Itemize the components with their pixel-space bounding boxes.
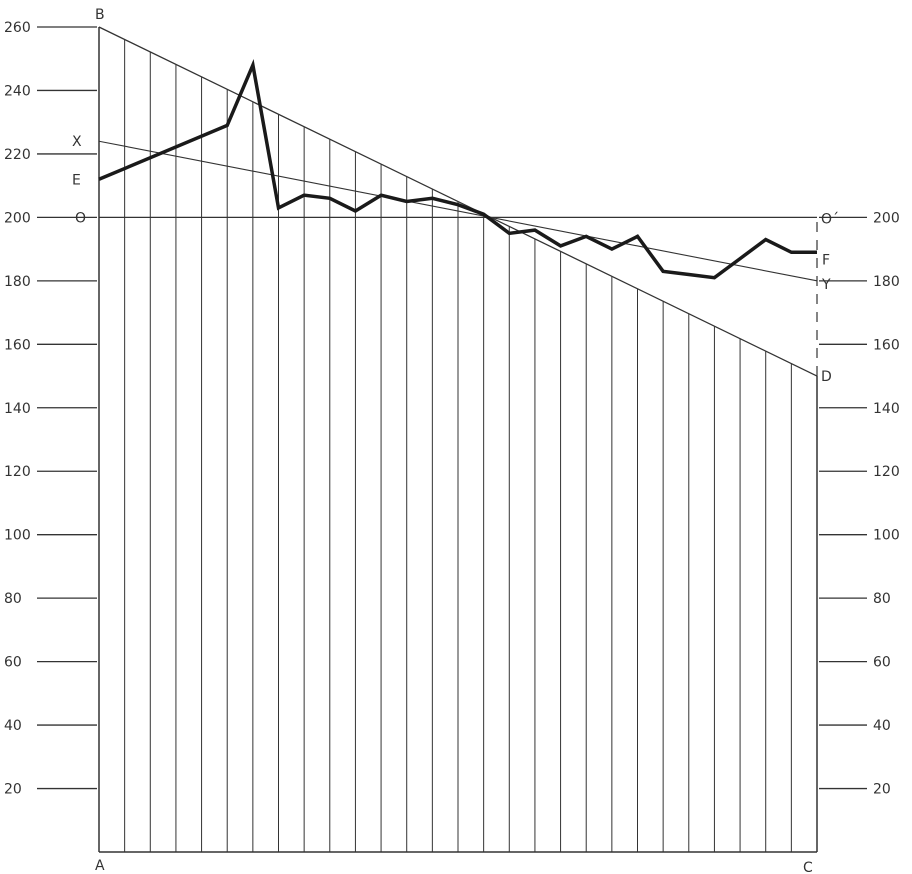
- right-tick-label: 180: [873, 274, 900, 290]
- left-tick-label: 220: [4, 147, 31, 163]
- right-tick-label: 60: [873, 655, 891, 671]
- label-e: E: [72, 172, 81, 188]
- chart-frame: [98, 27, 818, 853]
- left-tick-label: 240: [4, 83, 31, 99]
- left-tick-label: 160: [4, 337, 31, 353]
- line-bd: [98, 26, 818, 377]
- left-tick-label: 40: [4, 718, 22, 734]
- left-tick-label: 100: [4, 528, 31, 544]
- label-x: X: [72, 134, 82, 150]
- point-labels: A B C D E F X Y O O´: [72, 7, 839, 874]
- label-d: D: [821, 369, 832, 385]
- left-tick-label: 120: [4, 464, 31, 480]
- label-c: C: [803, 860, 813, 874]
- right-tick-label: 20: [873, 782, 891, 798]
- right-tick-label: 120: [873, 464, 900, 480]
- right-tick-label: 160: [873, 337, 900, 353]
- label-b: B: [95, 7, 105, 23]
- axis-ticks: 20 40 60 80 100 120 140 160 180 200 220 240 260 20 40 6…: [4, 20, 900, 798]
- left-tick-label: 260: [4, 20, 31, 36]
- line-xy: [98, 140, 818, 282]
- right-tick-label: 200: [873, 210, 900, 226]
- series-layer: [98, 26, 818, 377]
- label-o: O: [75, 210, 86, 226]
- right-tick-label: 80: [873, 591, 891, 607]
- left-tick-label: 200: [4, 210, 31, 226]
- left-tick-label: 60: [4, 655, 22, 671]
- left-tick-label: 20: [4, 782, 22, 798]
- label-y: Y: [821, 277, 831, 293]
- left-tick-label: 180: [4, 274, 31, 290]
- right-tick-label: 140: [873, 401, 900, 417]
- right-tick-label: 40: [873, 718, 891, 734]
- right-tick-label: 100: [873, 528, 900, 544]
- label-a: A: [95, 858, 105, 874]
- vertical-grid: [124, 39, 792, 852]
- left-tick-label: 140: [4, 401, 31, 417]
- label-f: F: [822, 252, 830, 268]
- label-o-prime: O´: [821, 211, 839, 227]
- left-tick-label: 80: [4, 591, 22, 607]
